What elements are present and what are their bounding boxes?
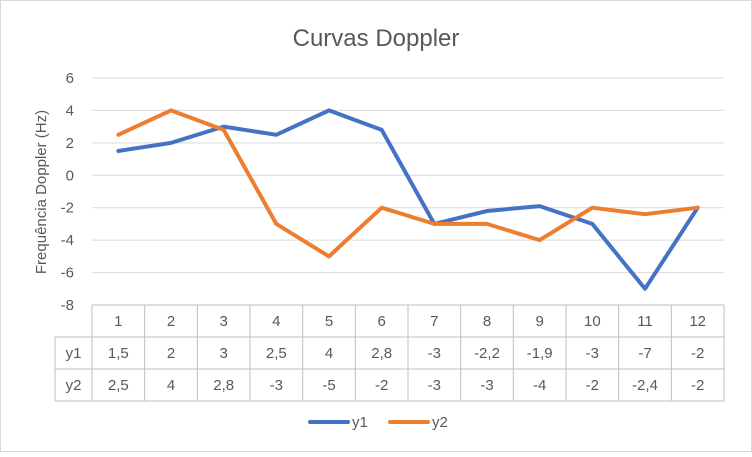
- table-cell: -2,2: [474, 345, 500, 362]
- table-series-name: y1: [66, 345, 82, 362]
- x-tick-label: 4: [272, 313, 280, 330]
- legend: y1 y2: [308, 414, 448, 431]
- y-axis-label: Frequência Doppler (Hz): [33, 110, 50, 274]
- table-cell: -2: [375, 377, 388, 394]
- table-cell: 2: [167, 345, 175, 362]
- table-cell: 4: [325, 345, 333, 362]
- legend-label: y1: [352, 414, 368, 431]
- y-tick-label: 0: [66, 167, 74, 184]
- table-cell: -7: [638, 345, 651, 362]
- x-tick-label: 10: [584, 313, 601, 330]
- table-cell: -2: [586, 377, 599, 394]
- series-line-y2: [116, 108, 700, 259]
- y-tick-label: 4: [66, 102, 74, 119]
- series-lines: [116, 108, 700, 291]
- table-cell: -3: [428, 345, 441, 362]
- table-cell: -2,4: [632, 377, 658, 394]
- y-tick-label: -6: [61, 265, 74, 282]
- x-tick-label: 3: [219, 313, 227, 330]
- series-line-y1: [116, 108, 700, 291]
- x-tick-label: 1: [114, 313, 122, 330]
- gridlines: [92, 77, 724, 274]
- y-tick-label: -2: [61, 200, 74, 217]
- x-tick-label: 6: [377, 313, 385, 330]
- table-cell: -3: [480, 377, 493, 394]
- x-tick-label: 9: [535, 313, 543, 330]
- x-tick-label: 12: [689, 313, 706, 330]
- legend-label: y2: [432, 414, 448, 431]
- y-tick-label: 6: [66, 70, 74, 87]
- y-tick-label: -4: [61, 232, 74, 249]
- y-tick-label: 2: [66, 135, 74, 152]
- table-cell: -2: [691, 377, 704, 394]
- table-cell: -3: [270, 377, 283, 394]
- table-cell: 1,5: [108, 345, 129, 362]
- table-cell: -3: [428, 377, 441, 394]
- table-cell: -1,9: [527, 345, 553, 362]
- table-cell: 2,8: [371, 345, 392, 362]
- table-cell: -2: [691, 345, 704, 362]
- x-tick-label: 5: [325, 313, 333, 330]
- table-cell: 4: [167, 377, 175, 394]
- table-cell: 3: [219, 345, 227, 362]
- y-tick-label: -8: [61, 297, 74, 314]
- table-cell: 2,5: [108, 377, 129, 394]
- x-tick-label: 11: [637, 313, 653, 330]
- x-tick-label: 2: [167, 313, 175, 330]
- table-cell: -3: [586, 345, 599, 362]
- x-tick-label: 8: [483, 313, 491, 330]
- x-tick-label: 7: [430, 313, 438, 330]
- table-series-name: y2: [66, 377, 82, 394]
- y-axis-ticks: 6 4 2 0 -2 -4 -6 -8: [61, 70, 74, 314]
- chart-title: Curvas Doppler: [293, 25, 460, 52]
- table-cell: 2,8: [213, 377, 234, 394]
- table-cell: 2,5: [266, 345, 287, 362]
- table-cell: -5: [322, 377, 335, 394]
- table-cell: -4: [533, 377, 546, 394]
